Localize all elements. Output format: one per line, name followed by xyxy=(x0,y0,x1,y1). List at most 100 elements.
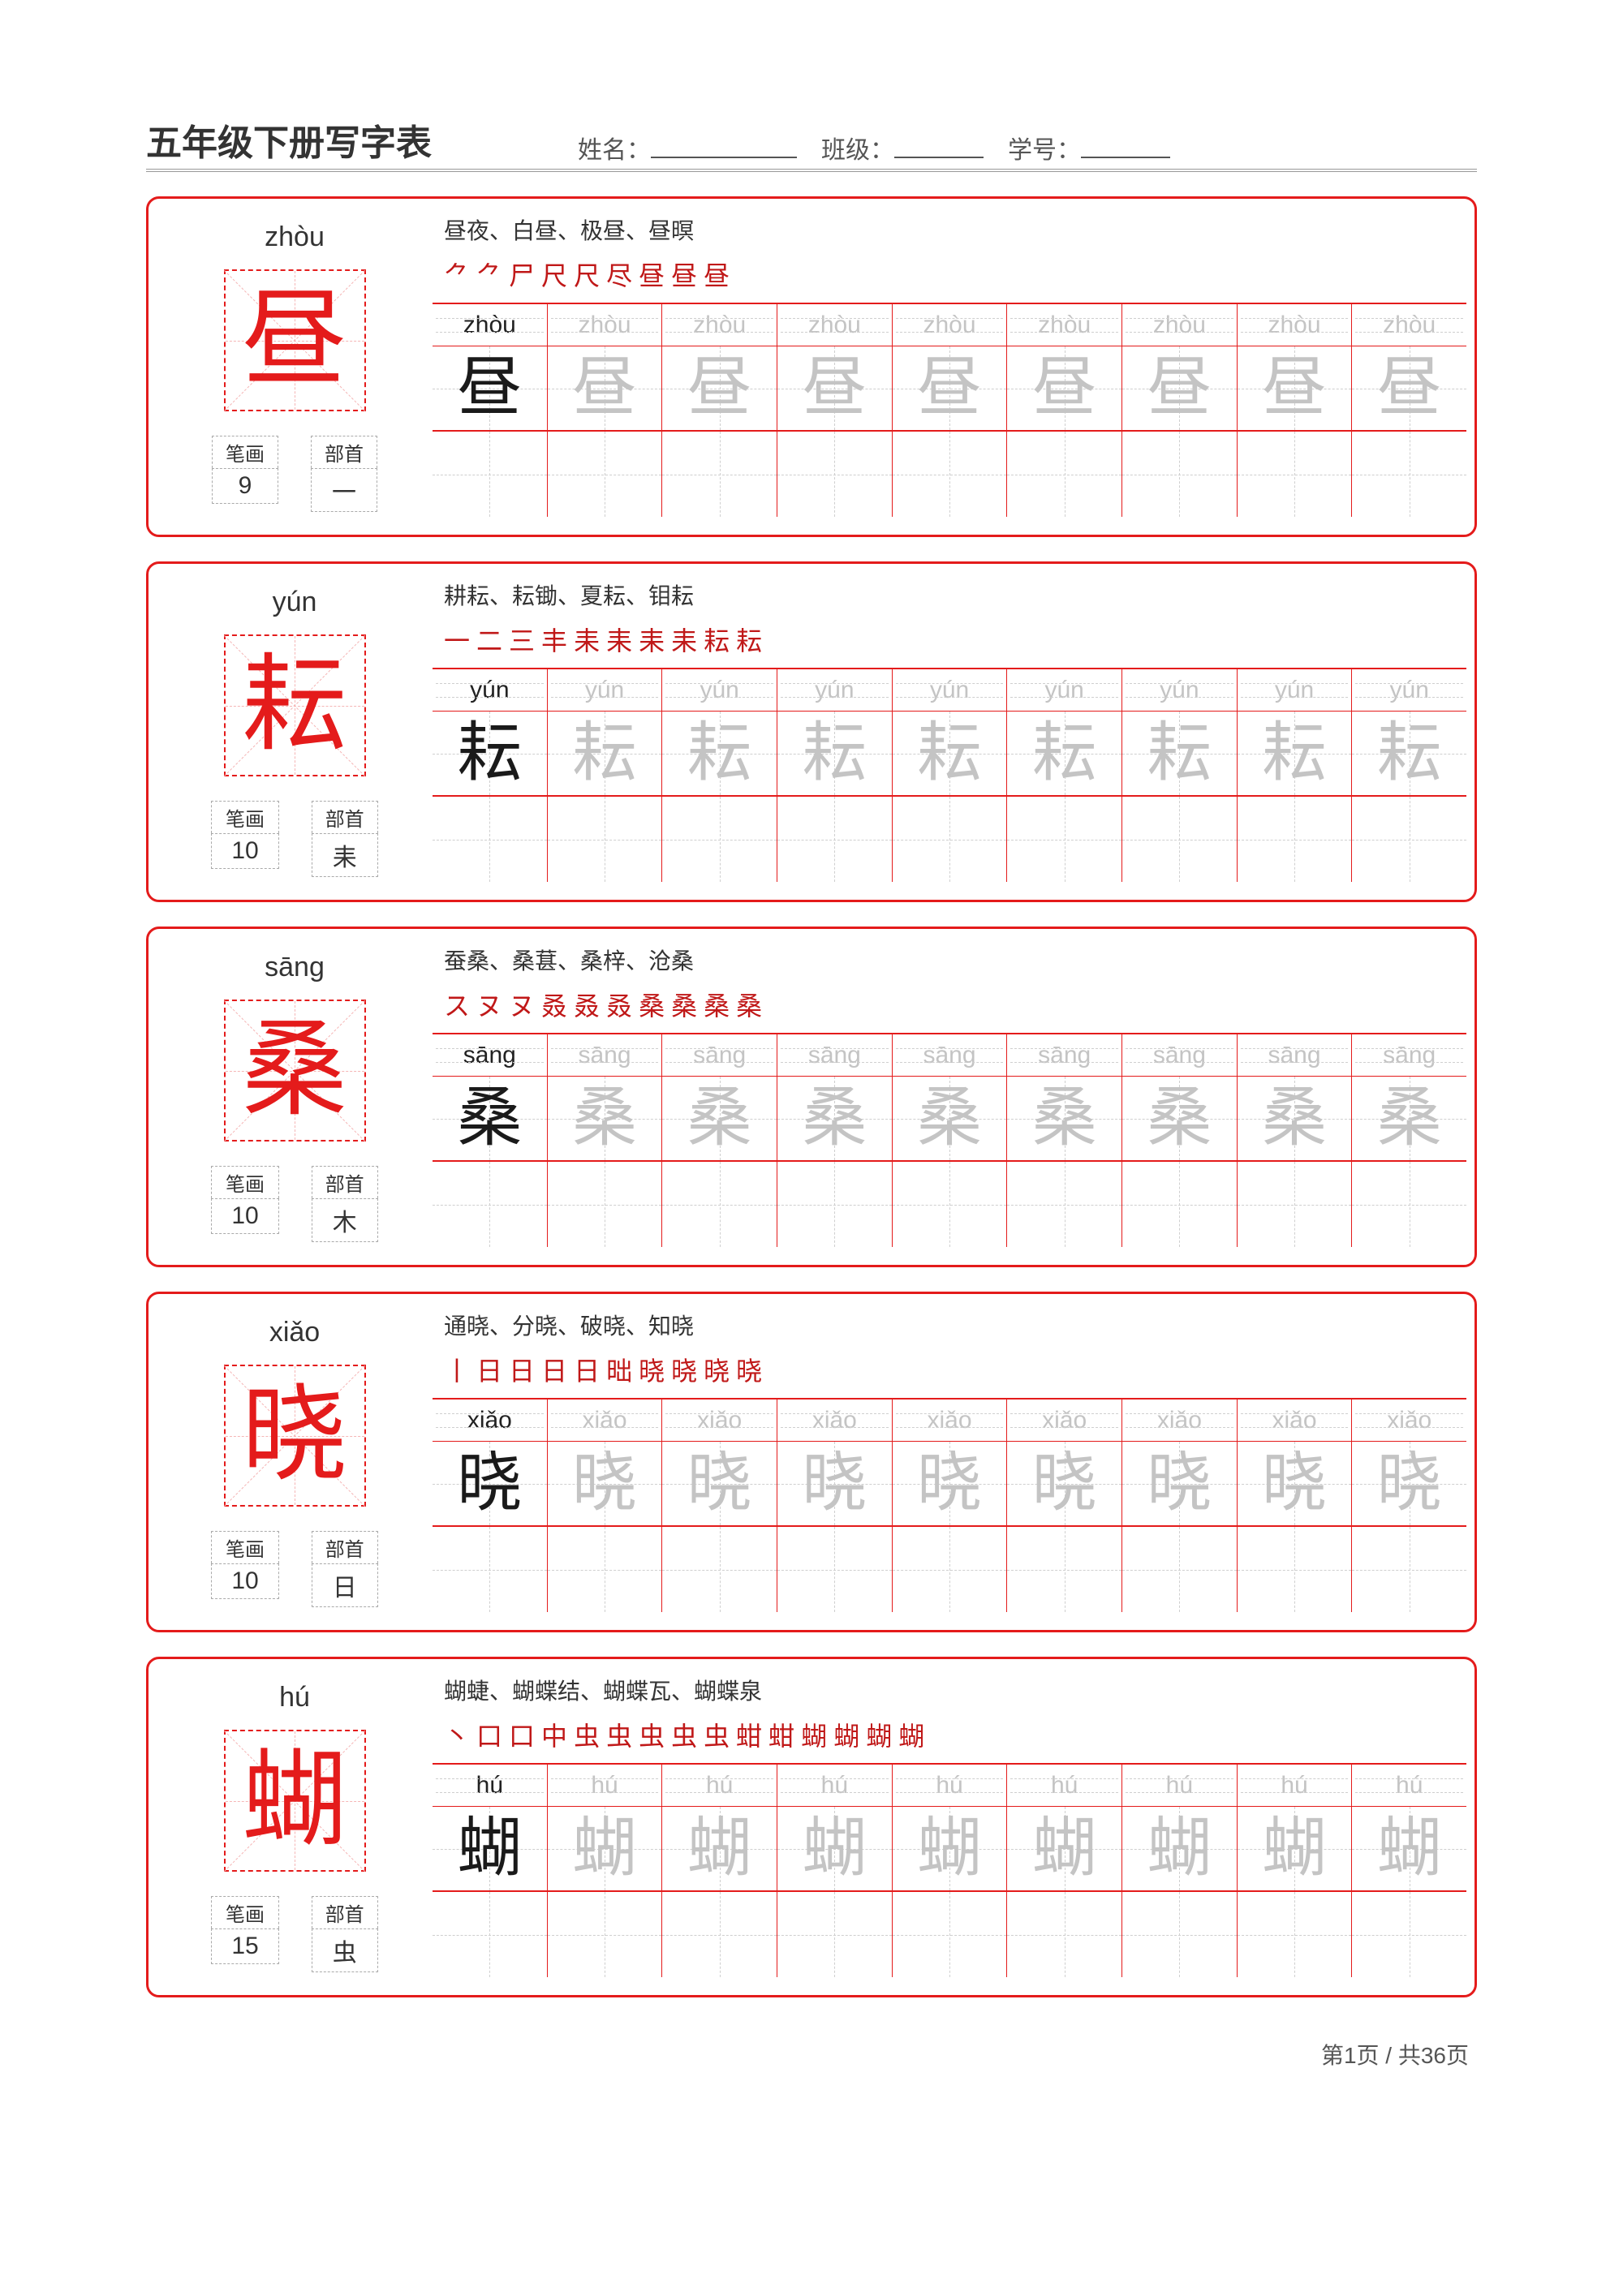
practice-cell[interactable] xyxy=(548,432,663,517)
practice-cell[interactable] xyxy=(662,1892,777,1977)
char-text: 蝴 xyxy=(1262,1817,1327,1881)
stroke-step: 日 xyxy=(476,1351,502,1388)
char-text: 晓 xyxy=(1377,1451,1442,1516)
char-trace-cell: 昼 xyxy=(548,346,663,432)
practice-cell[interactable] xyxy=(893,1527,1008,1612)
class-blank[interactable] xyxy=(894,135,984,158)
practice-cell[interactable] xyxy=(1007,1527,1122,1612)
char-text: 昼 xyxy=(802,356,867,421)
practice-cell[interactable] xyxy=(893,797,1008,882)
practice-cell[interactable] xyxy=(1352,1527,1466,1612)
strokes-value: 10 xyxy=(211,833,278,869)
char-text: 昼 xyxy=(572,356,637,421)
info-row: 笔画10部首耒 xyxy=(211,801,377,877)
practice-cell[interactable] xyxy=(777,432,893,517)
practice-cell[interactable] xyxy=(662,1162,777,1247)
words-row: 通晓、分晓、破晓、知晓 xyxy=(433,1302,1466,1348)
stroke-step: ヌ xyxy=(509,986,535,1023)
practice-cell[interactable] xyxy=(1122,1527,1238,1612)
char-trace-cell: 蝴 xyxy=(1122,1807,1238,1892)
char-trace-cell: 桑 xyxy=(1238,1077,1353,1162)
char-text: 耘 xyxy=(1377,721,1442,786)
practice-cell[interactable] xyxy=(893,432,1008,517)
entry-pinyin: xiǎo xyxy=(269,1317,320,1348)
practice-cell[interactable] xyxy=(548,1527,663,1612)
pinyin-trace-cell: xiǎo xyxy=(1352,1400,1466,1442)
practice-cell[interactable] xyxy=(433,1892,548,1977)
stroke-order-row: 丨日日日日昢晓晓晓晓 xyxy=(433,1348,1466,1400)
pinyin-trace-cell: yún xyxy=(1122,669,1238,712)
entry-left: sāng桑笔画10部首木 xyxy=(157,937,433,1257)
practice-cell[interactable] xyxy=(1007,432,1122,517)
char-text: 蝴 xyxy=(1147,1817,1212,1881)
practice-cell[interactable] xyxy=(893,1892,1008,1977)
info-row: 笔画10部首木 xyxy=(211,1166,377,1242)
practice-cell[interactable] xyxy=(433,797,548,882)
pinyin-trace-cell: zhòu xyxy=(1122,304,1238,346)
practice-cell[interactable] xyxy=(1352,432,1466,517)
pinyin-trace-cell: sāng xyxy=(1007,1034,1122,1077)
char-model-cell: 桑 xyxy=(433,1077,548,1162)
pinyin-trace-cell: sāng xyxy=(548,1034,663,1077)
radical-value: 日 xyxy=(312,1563,378,1607)
practice-cell[interactable] xyxy=(1122,1892,1238,1977)
practice-cell[interactable] xyxy=(1352,1162,1466,1247)
stroke-step: 蚶 xyxy=(736,1716,762,1753)
practice-cell[interactable] xyxy=(777,1162,893,1247)
strokes-label: 笔画 xyxy=(211,1531,278,1563)
id-blank[interactable] xyxy=(1081,135,1170,158)
practice-cell[interactable] xyxy=(662,432,777,517)
stroke-step: 丰 xyxy=(541,621,567,658)
strokes-label: 笔画 xyxy=(211,1166,278,1198)
stroke-step: 虫 xyxy=(639,1716,665,1753)
practice-cell[interactable] xyxy=(548,797,663,882)
char-trace-cell: 晓 xyxy=(1352,1442,1466,1527)
practice-cell[interactable] xyxy=(1122,797,1238,882)
practice-cell[interactable] xyxy=(1238,1892,1353,1977)
practice-cell[interactable] xyxy=(1007,797,1122,882)
practice-cell[interactable] xyxy=(777,797,893,882)
practice-cell[interactable] xyxy=(777,1892,893,1977)
big-char: 昼 xyxy=(242,288,347,393)
practice-cell[interactable] xyxy=(1352,797,1466,882)
practice-cell[interactable] xyxy=(1352,1892,1466,1977)
practice-cell[interactable] xyxy=(1238,1527,1353,1612)
practice-cell[interactable] xyxy=(1007,1892,1122,1977)
practice-cell[interactable] xyxy=(893,1162,1008,1247)
char-text: 桑 xyxy=(687,1086,752,1151)
name-blank[interactable] xyxy=(651,135,797,158)
practice-cell[interactable] xyxy=(433,1527,548,1612)
pinyin-trace-cell: zhòu xyxy=(548,304,663,346)
practice-cell[interactable] xyxy=(1007,1162,1122,1247)
entry-left: hú蝴笔画15部首虫 xyxy=(157,1667,433,1987)
stroke-step: 耒 xyxy=(606,621,632,658)
entry-pinyin: sāng xyxy=(265,952,325,983)
class-label: 班级： xyxy=(821,130,894,166)
practice-cell[interactable] xyxy=(433,432,548,517)
practice-cell[interactable] xyxy=(1238,1162,1353,1247)
practice-cell[interactable] xyxy=(1238,432,1353,517)
stroke-step: 桑 xyxy=(736,986,762,1023)
practice-cell[interactable] xyxy=(548,1162,663,1247)
practice-cell[interactable] xyxy=(1122,1162,1238,1247)
pinyin-model-cell: hú xyxy=(433,1765,548,1807)
char-model-cell: 蝴 xyxy=(433,1807,548,1892)
practice-cell[interactable] xyxy=(433,1162,548,1247)
words-row: 耕耘、耘锄、夏耘、钼耘 xyxy=(433,572,1466,617)
practice-cell[interactable] xyxy=(662,797,777,882)
pinyin-trace-cell: hú xyxy=(662,1765,777,1807)
stroke-step: 虫 xyxy=(704,1716,730,1753)
pinyin-trace-cell: xiǎo xyxy=(893,1400,1008,1442)
pinyin-trace-cell: xiǎo xyxy=(777,1400,893,1442)
practice-cell[interactable] xyxy=(1122,432,1238,517)
practice-cell[interactable] xyxy=(662,1527,777,1612)
char-text: 桑 xyxy=(1147,1086,1212,1151)
big-char: 耘 xyxy=(242,653,347,759)
practice-cell[interactable] xyxy=(548,1892,663,1977)
stroke-step: 口 xyxy=(509,1716,535,1753)
stroke-step: 丶 xyxy=(444,1716,470,1753)
practice-cell[interactable] xyxy=(1238,797,1353,882)
strokes-value: 9 xyxy=(212,468,278,504)
entry-right: 蚕桑、桑葚、桑梓、沧桑スヌヌ叒叒叒桑桑桑桑sāngsāngsāngsāngsān… xyxy=(433,937,1466,1257)
practice-cell[interactable] xyxy=(777,1527,893,1612)
